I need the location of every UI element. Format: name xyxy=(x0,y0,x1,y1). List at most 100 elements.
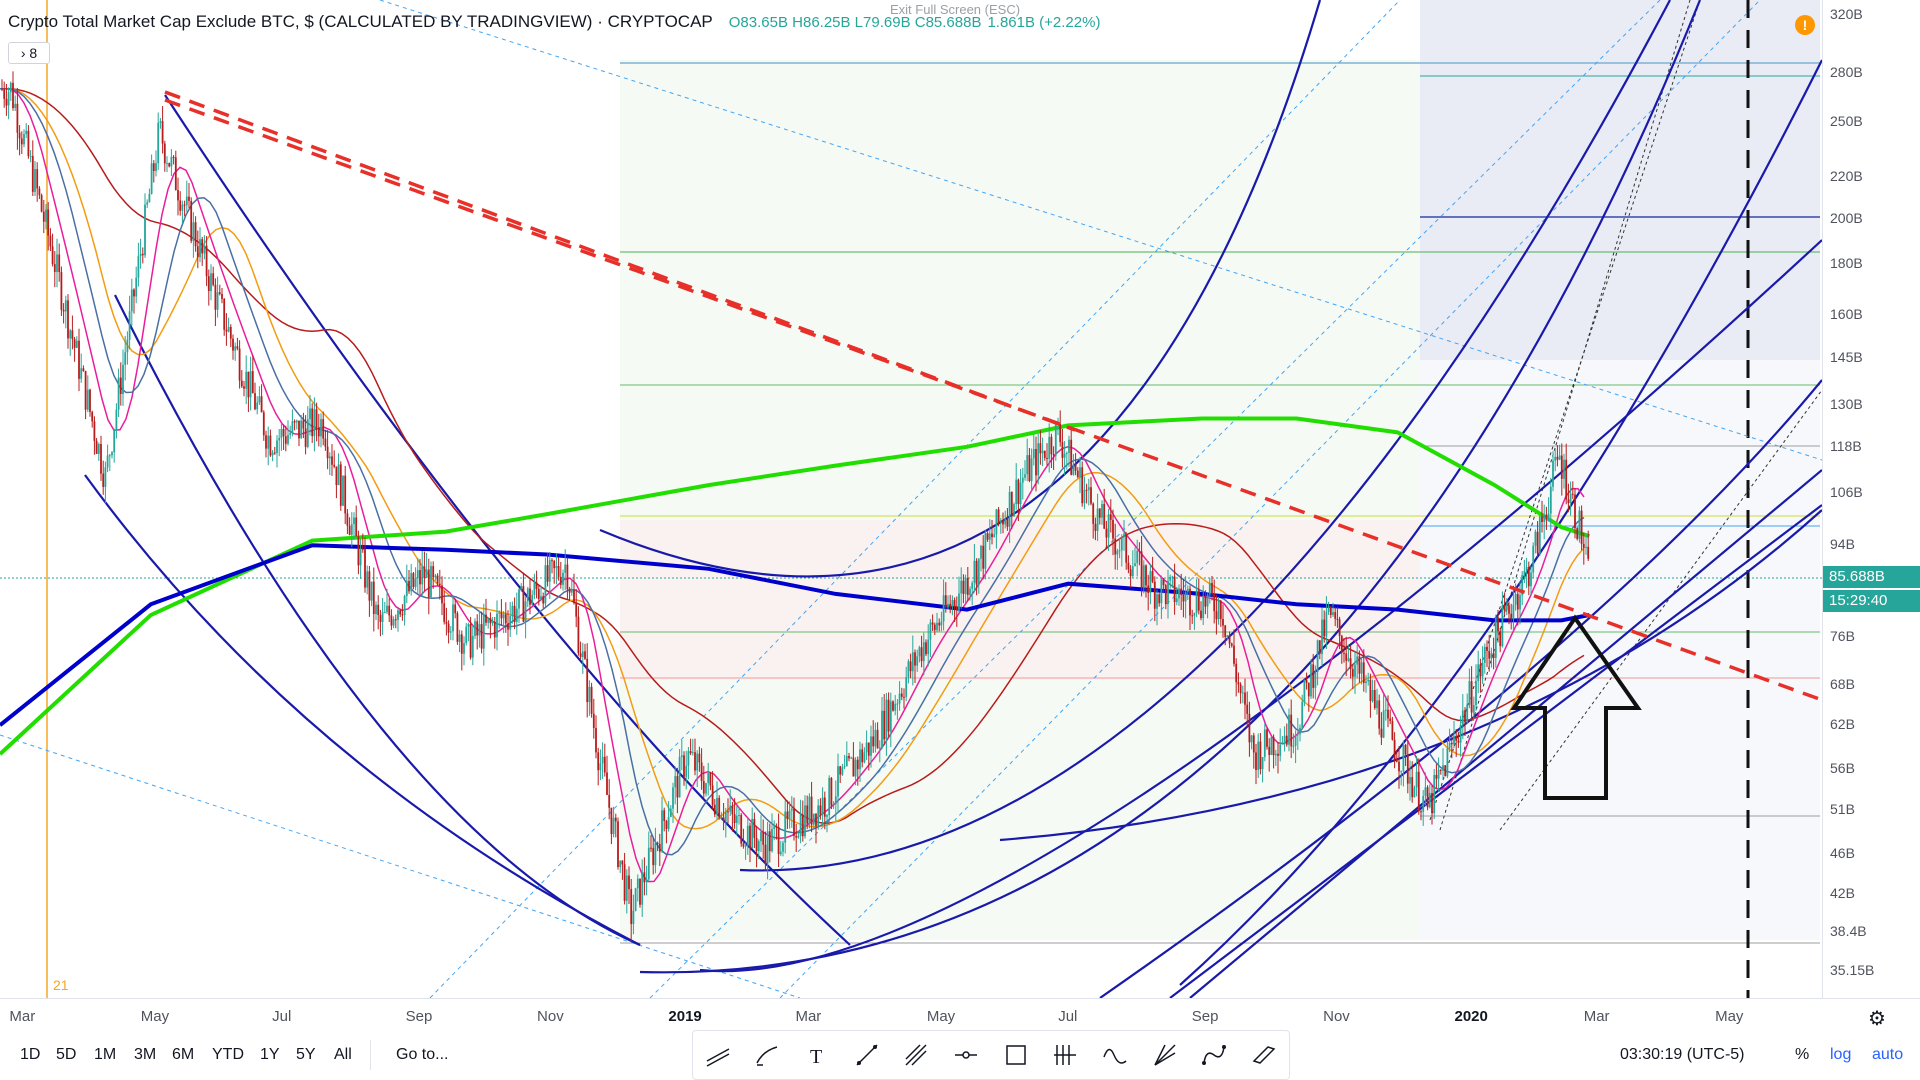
chart-canvas[interactable]: 21 xyxy=(0,0,1822,998)
line-icon[interactable] xyxy=(849,1037,885,1073)
fib-icon[interactable] xyxy=(1047,1037,1083,1073)
wave-icon[interactable] xyxy=(1097,1037,1133,1073)
horizontal-ray-icon[interactable] xyxy=(948,1037,984,1073)
candle-body xyxy=(1530,572,1532,587)
candle-body xyxy=(273,452,276,454)
candle-body xyxy=(1343,652,1345,654)
text-icon[interactable]: T xyxy=(799,1037,835,1073)
path-icon[interactable] xyxy=(1196,1037,1232,1073)
range-button-1y[interactable]: 1Y xyxy=(260,1046,280,1063)
candle-body xyxy=(826,815,828,817)
candle-body xyxy=(909,661,912,672)
candle-body xyxy=(1450,742,1453,745)
candle-body xyxy=(1195,590,1198,613)
candle-body xyxy=(1288,714,1290,745)
candle-body xyxy=(346,513,349,526)
candle-body xyxy=(348,525,351,535)
candle-body xyxy=(207,276,210,292)
candle-body xyxy=(1486,646,1488,651)
candle-body xyxy=(438,583,441,586)
candle-body xyxy=(1508,605,1510,614)
candle-body xyxy=(181,204,184,211)
candle-body xyxy=(1017,479,1020,505)
candle-body xyxy=(1417,771,1420,812)
range-button-3m[interactable]: 3M xyxy=(134,1046,157,1063)
candle-body xyxy=(155,163,157,172)
candle-body xyxy=(731,805,734,815)
candle-body xyxy=(1002,520,1004,525)
percent-scale-button[interactable]: % xyxy=(1795,1046,1810,1063)
range-button-ytd[interactable]: YTD xyxy=(212,1046,244,1063)
pitchfork-icon[interactable] xyxy=(898,1037,934,1073)
brush-icon[interactable] xyxy=(749,1037,785,1073)
candle-body xyxy=(1393,739,1396,759)
price-axis[interactable] xyxy=(1822,0,1920,998)
candle-body xyxy=(1543,514,1546,522)
range-button-6m[interactable]: 6M xyxy=(172,1046,195,1063)
range-button-1m[interactable]: 1M xyxy=(94,1046,117,1063)
candle-body xyxy=(45,209,47,222)
gear-icon[interactable]: ⚙ xyxy=(1868,1008,1886,1030)
candle-body xyxy=(313,409,316,437)
candle-body xyxy=(597,752,600,771)
range-button-all[interactable]: All xyxy=(334,1046,352,1063)
candle-body xyxy=(1145,565,1147,586)
candle-body xyxy=(1376,700,1378,709)
candle-body xyxy=(782,842,784,852)
candle-body xyxy=(852,757,855,777)
candle-body xyxy=(971,582,974,589)
candle-body xyxy=(1019,482,1022,505)
candle-body xyxy=(454,604,457,614)
trend-line-icon[interactable] xyxy=(700,1037,736,1073)
candle-body xyxy=(27,130,30,157)
candle-body xyxy=(238,348,241,381)
range-button-5d[interactable]: 5D xyxy=(56,1046,77,1063)
candle-body xyxy=(489,618,492,624)
candle-body xyxy=(577,616,580,654)
price-tick-label: 68B xyxy=(1830,676,1855,693)
collapse-indicators-button[interactable]: › 8 xyxy=(8,42,50,64)
auto-scale-button[interactable]: auto xyxy=(1872,1046,1904,1063)
candle-body xyxy=(18,132,21,139)
candle-body xyxy=(557,565,560,577)
candle-body xyxy=(914,652,916,666)
alert-icon[interactable]: ! xyxy=(1795,15,1815,35)
parallel-channel-icon[interactable] xyxy=(1246,1037,1282,1073)
candle-body xyxy=(1138,550,1141,552)
candle-body xyxy=(1028,455,1031,481)
candle-body xyxy=(463,643,465,654)
candle-body xyxy=(236,346,239,349)
log-scale-button[interactable]: log xyxy=(1830,1046,1852,1063)
rectangle-icon[interactable] xyxy=(998,1037,1034,1073)
candle-body xyxy=(141,253,144,256)
candle-body xyxy=(366,571,369,588)
clock-readout[interactable]: 03:30:19 (UTC-5) xyxy=(1620,1046,1745,1063)
gann-fan-icon[interactable] xyxy=(1147,1037,1183,1073)
goto-button[interactable]: Go to... xyxy=(396,1046,449,1063)
candle-body xyxy=(144,204,146,256)
candle-body xyxy=(1585,546,1587,548)
candle-body xyxy=(1556,456,1559,460)
candle-body xyxy=(876,729,879,749)
exit-fullscreen-hint[interactable]: Exit Full Screen (ESC) xyxy=(890,2,1021,17)
candle-body xyxy=(922,642,925,662)
candle-body xyxy=(196,246,199,258)
candle-body xyxy=(870,736,872,756)
candle-body xyxy=(350,524,353,535)
candle-body xyxy=(370,581,373,601)
range-button-1d[interactable]: 1D xyxy=(20,1046,41,1063)
candle-body xyxy=(841,767,844,775)
candle-body xyxy=(306,419,309,447)
time-axis[interactable] xyxy=(0,998,1920,1033)
symbol-title[interactable]: Crypto Total Market Cap Exclude BTC, $ (… xyxy=(8,12,713,31)
candle-body xyxy=(1140,551,1143,588)
candle-body xyxy=(493,622,496,638)
range-button-5y[interactable]: 5Y xyxy=(296,1046,316,1063)
candle-body xyxy=(139,253,142,257)
candle-body xyxy=(1437,769,1440,779)
candle-body xyxy=(520,586,523,590)
candle-body xyxy=(25,130,28,135)
candle-body xyxy=(412,573,415,587)
candle-body xyxy=(485,614,487,623)
candle-body xyxy=(47,209,50,236)
